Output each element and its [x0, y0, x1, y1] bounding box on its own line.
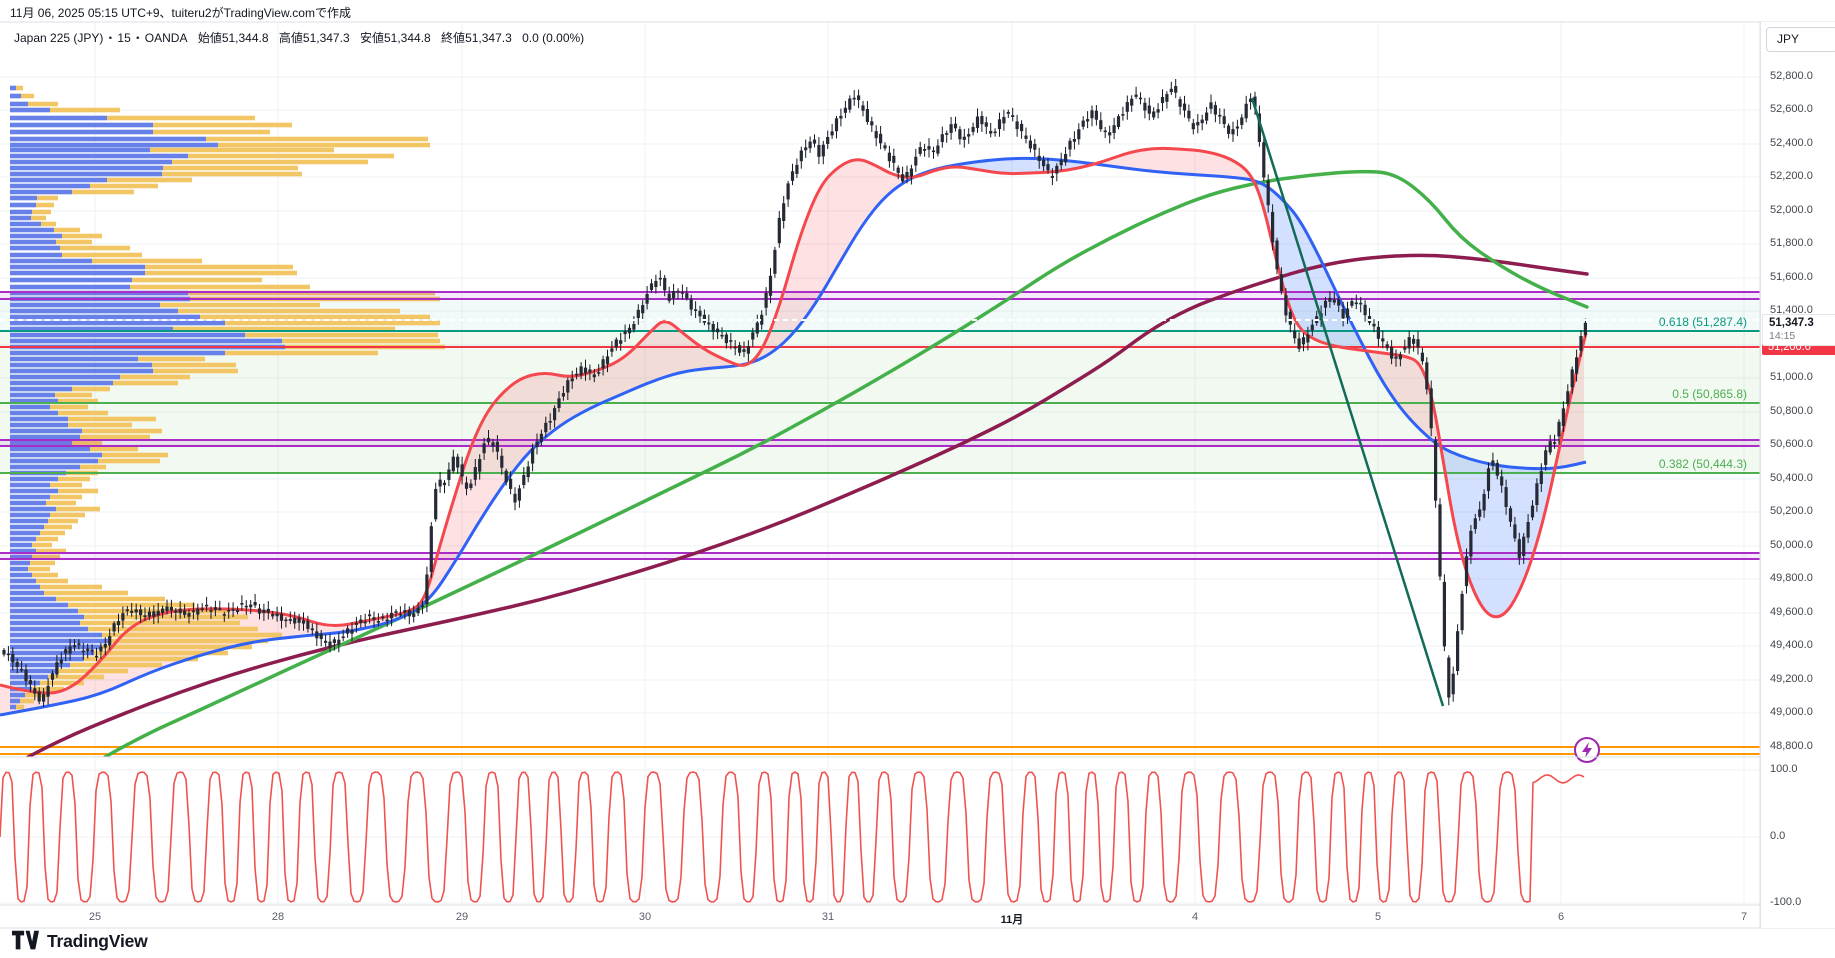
price-tick-label: 49,600.0 [1770, 606, 1813, 618]
price-tick-label: 50,800.0 [1770, 405, 1813, 417]
oscillator-tick-label: 0.0 [1770, 830, 1786, 842]
last-price-label: 51,347.3 14:15 [1762, 314, 1835, 346]
price-tick-label: 51,400.0 [1770, 304, 1813, 316]
price-tick-label: 50,000.0 [1770, 539, 1813, 551]
price-tick-label: 51,600.0 [1770, 271, 1813, 283]
feed-value: OANDA [144, 31, 188, 45]
change-value: 0.0 (0.00%) [522, 31, 585, 45]
price-tick-label: 50,600.0 [1770, 438, 1813, 450]
price-tick-label: 52,800.0 [1770, 70, 1813, 82]
creation-info-text: 11月 06, 2025 05:15 UTC+9、tuiteru2がTradin… [10, 6, 351, 20]
price-tick-label: 52,600.0 [1770, 103, 1813, 115]
horizontal-level-lines[interactable] [0, 291, 1760, 755]
time-tick-label: 6 [1557, 911, 1565, 923]
last-price-time: 14:15 [1769, 330, 1796, 342]
oscillator-tick-label: -100.0 [1770, 896, 1802, 908]
ohlc-open: 始値51,344.8 [197, 31, 269, 45]
price-tick-label: 50,200.0 [1770, 505, 1813, 517]
price-tick-label: 49,400.0 [1770, 639, 1813, 651]
tradingview-logo-icon [12, 930, 39, 950]
price-tick-label: 51,000.0 [1770, 371, 1813, 383]
symbol-legend[interactable]: Japan 225 (JPY)・15・OANDA 始値51,344.8 高値51… [14, 29, 591, 46]
price-tick-label: 49,800.0 [1770, 572, 1813, 584]
time-tick-label: 7 [1740, 911, 1748, 923]
ma-green-line [103, 169, 1589, 757]
price-tick-label: 50,400.0 [1770, 472, 1813, 484]
price-tick-label: 51,800.0 [1770, 237, 1813, 249]
oscillator-pane [0, 771, 1585, 903]
last-price-value: 51,347.3 [1769, 317, 1814, 329]
currency-toggle-button[interactable]: JPY [1766, 27, 1835, 52]
price-tick-label: 49,000.0 [1770, 706, 1813, 718]
interval-value[interactable]: 15 [117, 31, 131, 45]
ma-lines-fast [0, 146, 1588, 717]
ohlc-close: 終値51,347.3 [441, 31, 512, 45]
ohlc-low: 安値51,344.8 [359, 31, 431, 45]
fib-level-label: 0.618 (51,287.4) [1658, 315, 1747, 329]
price-tick-label: 52,000.0 [1770, 204, 1813, 216]
time-tick-label: 11月 [1000, 914, 1024, 926]
creation-info-bar: 11月 06, 2025 05:15 UTC+9、tuiteru2がTradin… [0, 0, 1835, 22]
symbol-description[interactable]: Japan 225 (JPY)・15・OANDA [14, 31, 188, 45]
time-tick-label: 29 [455, 911, 469, 923]
fib-level-label: 0.382 (50,444.3) [1658, 457, 1747, 471]
candlestick-series [2, 79, 1587, 708]
time-tick-label: 28 [271, 911, 285, 923]
time-tick-label: 31 [821, 911, 835, 923]
tradingview-logo[interactable]: TradingView [12, 930, 148, 952]
trendline[interactable] [1250, 97, 1445, 707]
legend-separator: ・ [131, 31, 144, 45]
price-tick-label: 52,400.0 [1770, 137, 1813, 149]
time-tick-label: 4 [1191, 911, 1199, 923]
fib-level-label: 0.5 (50,865.8) [1672, 387, 1747, 401]
time-tick-label: 5 [1374, 911, 1382, 923]
time-tick-label: 30 [638, 911, 652, 923]
price-tick-label: 52,200.0 [1770, 170, 1813, 182]
price-tick-label: 48,800.0 [1770, 740, 1813, 752]
oscillator-tick-label: 100.0 [1770, 763, 1798, 775]
price-axis[interactable] [1760, 22, 1835, 928]
legend-separator: ・ [104, 31, 117, 45]
time-tick-label: 25 [88, 911, 102, 923]
price-tick-label: 49,200.0 [1770, 673, 1813, 685]
ohlc-high: 高値51,347.3 [278, 31, 350, 45]
alert-lightning-icon[interactable] [1574, 737, 1600, 763]
ma-red-line [0, 146, 1588, 695]
tradingview-logo-text: TradingView [47, 930, 148, 951]
